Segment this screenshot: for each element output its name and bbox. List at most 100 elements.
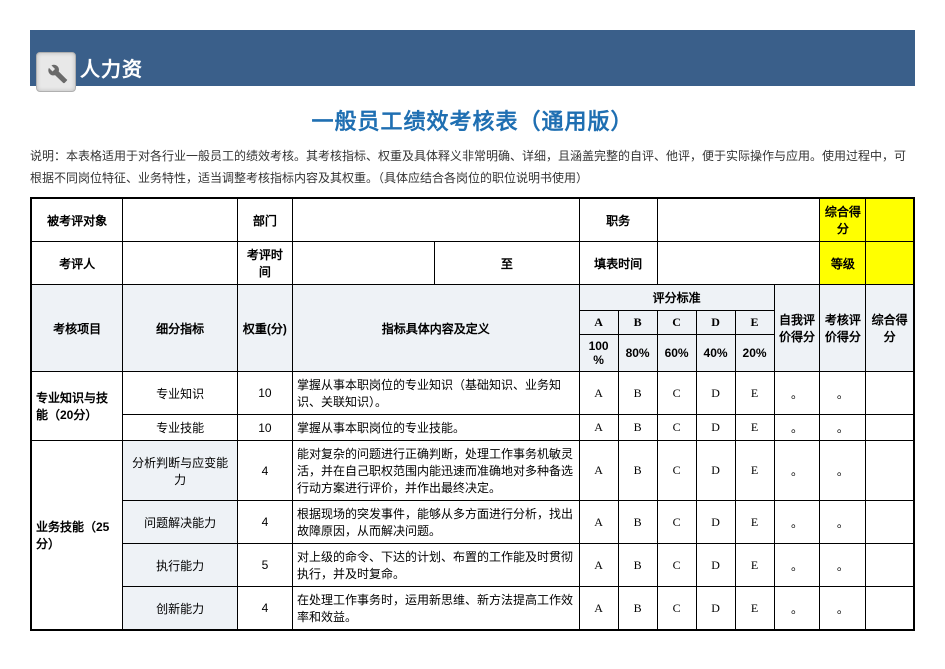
- label-period: 考评时间: [237, 242, 292, 285]
- cell-grade[interactable]: C: [657, 415, 696, 441]
- cell-self[interactable]: 。: [774, 544, 820, 587]
- cell-total: [866, 372, 914, 415]
- hdr-pct-d: 40%: [696, 335, 735, 372]
- cell-mgr[interactable]: 。: [820, 587, 866, 631]
- cell-grade[interactable]: B: [618, 415, 657, 441]
- hdr-grade-b: B: [618, 311, 657, 335]
- cell-total: [866, 415, 914, 441]
- cell-grade[interactable]: E: [735, 587, 774, 631]
- hdr-sub: 细分指标: [123, 285, 238, 372]
- hdr-weight: 权重(分): [237, 285, 292, 372]
- cell-grade[interactable]: A: [579, 587, 618, 631]
- section-name: 业务技能（25分）: [31, 441, 123, 631]
- row-weight: 4: [237, 587, 292, 631]
- row-sub: 专业技能: [123, 415, 238, 441]
- cell-grade[interactable]: B: [618, 544, 657, 587]
- label-subject: 被考评对象: [31, 198, 123, 242]
- cell-grade[interactable]: A: [579, 415, 618, 441]
- row-def: 在处理工作事务时，运用新思维、新方法提高工作效率和效益。: [292, 587, 579, 631]
- cell-grade[interactable]: B: [618, 441, 657, 501]
- cell-self[interactable]: 。: [774, 441, 820, 501]
- hdr-project: 考核项目: [31, 285, 123, 372]
- table-row: 专业技能 10 掌握从事本职岗位的专业技能。 A B C D E 。 。: [31, 415, 914, 441]
- cell-grade[interactable]: E: [735, 372, 774, 415]
- label-dept: 部门: [237, 198, 292, 242]
- row-sub: 分析判断与应变能力: [123, 441, 238, 501]
- label-grade: 等级: [820, 242, 866, 285]
- cell-grade[interactable]: D: [696, 372, 735, 415]
- cell-grade[interactable]: A: [579, 372, 618, 415]
- cell-mgr[interactable]: 。: [820, 415, 866, 441]
- cell-grade[interactable]: E: [735, 501, 774, 544]
- hdr-pct-c: 60%: [657, 335, 696, 372]
- cell-self[interactable]: 。: [774, 587, 820, 631]
- input-filltime[interactable]: [657, 242, 820, 285]
- cell-self[interactable]: 。: [774, 415, 820, 441]
- hdr-grade-a: A: [579, 311, 618, 335]
- row-def: 根据现场的突发事件，能够从多方面进行分析，找出故障原因，从而解决问题。: [292, 501, 579, 544]
- input-period-from[interactable]: [292, 242, 434, 285]
- hdr-grade-d: D: [696, 311, 735, 335]
- cell-total: [866, 441, 914, 501]
- cell-grade[interactable]: B: [618, 501, 657, 544]
- hdr-pct-a: 100%: [579, 335, 618, 372]
- row-weight: 4: [237, 501, 292, 544]
- cell-grade[interactable]: D: [696, 587, 735, 631]
- appraisal-table: 被考评对象 部门 职务 综合得分 考评人 考评时间 至 填表时间 等级 考核项目…: [30, 197, 915, 631]
- hdr-pct-b: 80%: [618, 335, 657, 372]
- cell-grade[interactable]: B: [618, 587, 657, 631]
- banner: 人力资: [30, 30, 915, 86]
- input-evaluator[interactable]: [123, 242, 238, 285]
- table-row: 创新能力 4 在处理工作事务时，运用新思维、新方法提高工作效率和效益。 A B …: [31, 587, 914, 631]
- row-sub: 专业知识: [123, 372, 238, 415]
- cell-grade[interactable]: D: [696, 544, 735, 587]
- banner-label: 人力资: [80, 53, 143, 86]
- cell-grade[interactable]: C: [657, 544, 696, 587]
- output-total-score: [866, 198, 914, 242]
- cell-grade[interactable]: D: [696, 501, 735, 544]
- description: 说明：本表格适用于对各行业一般员工的绩效考核。其考核指标、权重及具体释义非常明确…: [30, 146, 915, 189]
- row-sub: 创新能力: [123, 587, 238, 631]
- cell-grade[interactable]: E: [735, 415, 774, 441]
- cell-grade[interactable]: E: [735, 544, 774, 587]
- cell-grade[interactable]: C: [657, 441, 696, 501]
- section-name: 专业知识与技能（20分）: [31, 372, 123, 441]
- label-position: 职务: [579, 198, 657, 242]
- row-weight: 10: [237, 372, 292, 415]
- table-row: 业务技能（25分） 分析判断与应变能力 4 能对复杂的问题进行正确判断，处理工作…: [31, 441, 914, 501]
- header-row-1: 考核项目 细分指标 权重(分) 指标具体内容及定义 评分标准 自我评价得分 考核…: [31, 285, 914, 311]
- hdr-def: 指标具体内容及定义: [292, 285, 579, 372]
- cell-self[interactable]: 。: [774, 372, 820, 415]
- hdr-std: 评分标准: [579, 285, 774, 311]
- meta-row-2: 考评人 考评时间 至 填表时间 等级: [31, 242, 914, 285]
- row-sub: 问题解决能力: [123, 501, 238, 544]
- cell-grade[interactable]: C: [657, 372, 696, 415]
- hdr-self: 自我评价得分: [774, 285, 820, 372]
- cell-grade[interactable]: D: [696, 415, 735, 441]
- output-grade: [866, 242, 914, 285]
- cell-grade[interactable]: A: [579, 544, 618, 587]
- row-sub: 执行能力: [123, 544, 238, 587]
- hdr-mgr: 考核评价得分: [820, 285, 866, 372]
- cell-grade[interactable]: B: [618, 372, 657, 415]
- hdr-total: 综合得分: [866, 285, 914, 372]
- input-dept[interactable]: [292, 198, 579, 242]
- label-filltime: 填表时间: [579, 242, 657, 285]
- cell-grade[interactable]: A: [579, 501, 618, 544]
- cell-mgr[interactable]: 。: [820, 441, 866, 501]
- page-title: 一般员工绩效考核表（通用版）: [30, 104, 915, 136]
- cell-grade[interactable]: D: [696, 441, 735, 501]
- cell-grade[interactable]: A: [579, 441, 618, 501]
- cell-grade[interactable]: C: [657, 501, 696, 544]
- cell-mgr[interactable]: 。: [820, 544, 866, 587]
- cell-mgr[interactable]: 。: [820, 372, 866, 415]
- row-weight: 10: [237, 415, 292, 441]
- cell-grade[interactable]: C: [657, 587, 696, 631]
- cell-mgr[interactable]: 。: [820, 501, 866, 544]
- cell-self[interactable]: 。: [774, 501, 820, 544]
- table-row: 执行能力 5 对上级的命令、下达的计划、布置的工作能及时贯彻执行，并及时复命。 …: [31, 544, 914, 587]
- cell-grade[interactable]: E: [735, 441, 774, 501]
- row-def: 掌握从事本职岗位的专业知识（基础知识、业务知识、关联知识）。: [292, 372, 579, 415]
- input-position[interactable]: [657, 198, 820, 242]
- input-subject[interactable]: [123, 198, 238, 242]
